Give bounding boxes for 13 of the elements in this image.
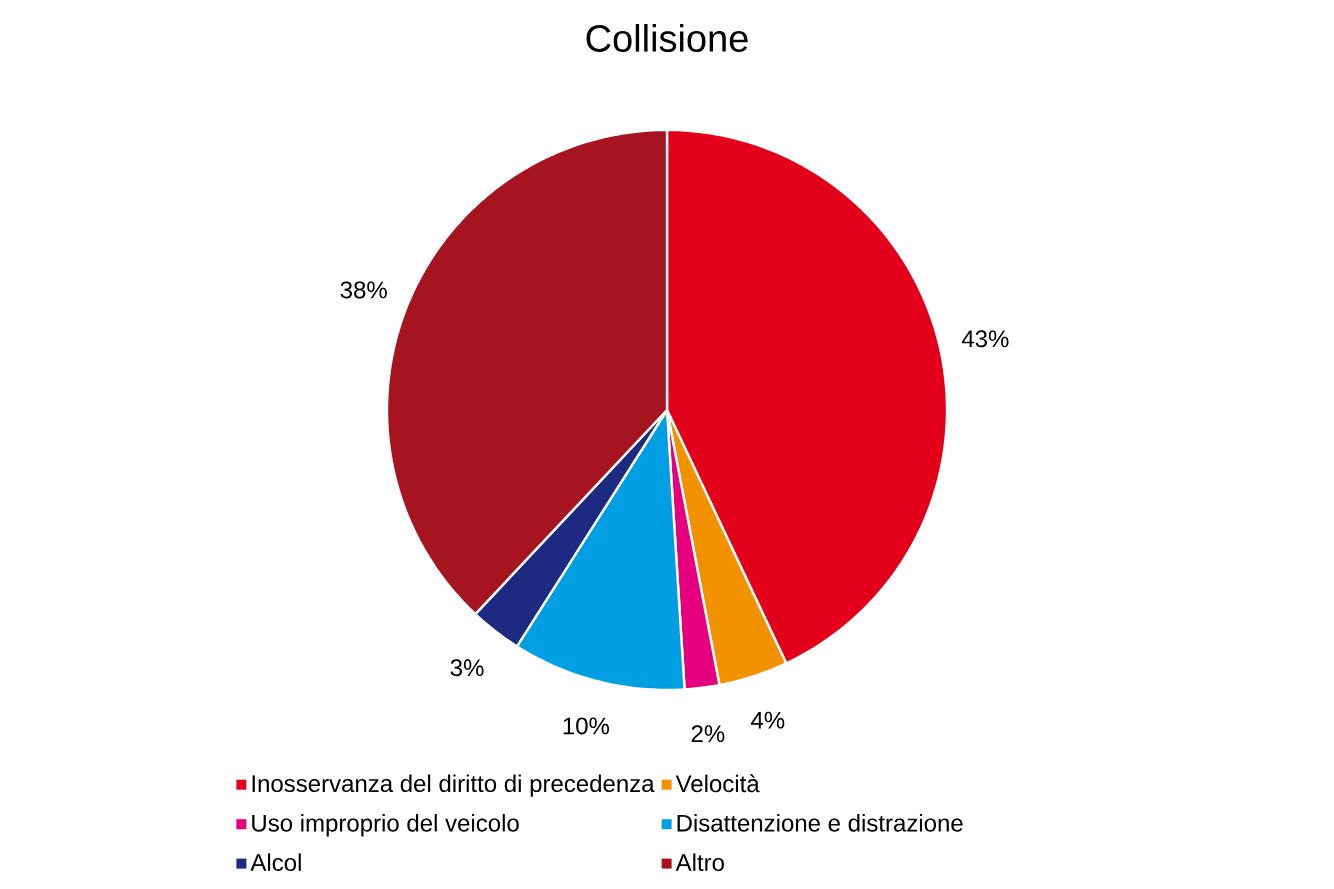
data-label: 10% [563, 717, 610, 735]
data-label: 4% [751, 711, 785, 729]
legend-label: Inosservanza del diritto di precedenza [252, 774, 655, 797]
data-label: 38% [340, 281, 387, 299]
legend-label: Velocità [675, 774, 760, 793]
data-label: 3% [450, 659, 484, 677]
legend-label: Uso improprio del veicolo [252, 814, 519, 837]
legend-label: Alcol [250, 853, 301, 872]
chart-title: Collisione [586, 24, 748, 52]
legend-label: Altro [675, 853, 724, 872]
data-label: 43% [961, 330, 1009, 348]
data-label: 2% [691, 725, 725, 743]
legend-label: Disattenzione e distrazione [677, 814, 963, 832]
